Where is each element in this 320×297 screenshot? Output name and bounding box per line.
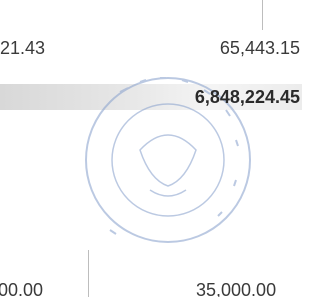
document-page: 21.43 65,443.15 6,848,224.45 00.00 35,00… — [0, 0, 302, 297]
total-amount: 6,848,224.45 — [195, 87, 300, 107]
amount: 00.00 — [0, 280, 43, 297]
amount: 65,443.15 — [220, 38, 300, 58]
amount: 35,000.00 — [196, 280, 276, 297]
amount: 21.43 — [0, 38, 45, 58]
